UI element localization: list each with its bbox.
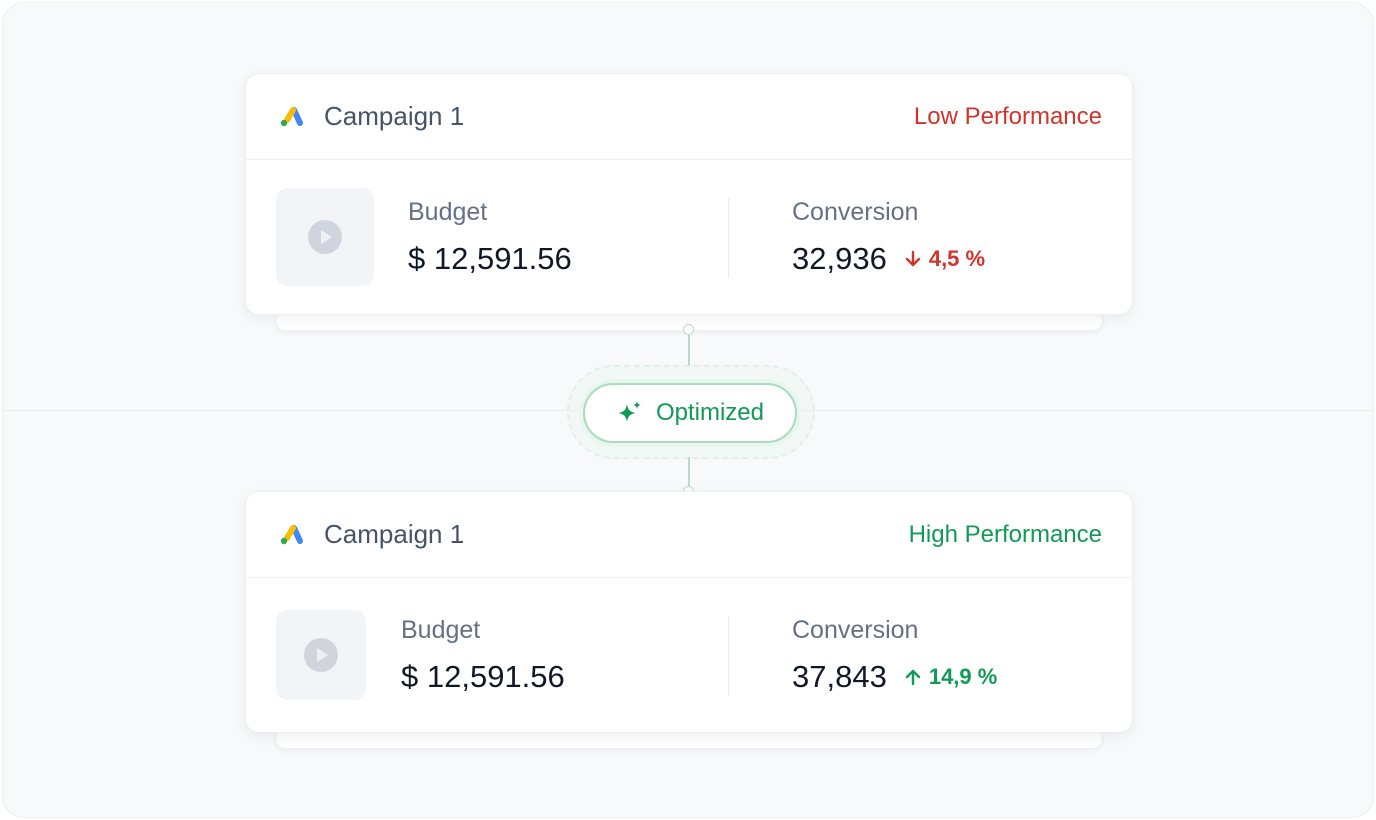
budget-label: Budget — [408, 198, 488, 226]
performance-badge: High Performance — [908, 520, 1102, 548]
card-header: Campaign 1 High Performance — [246, 492, 1132, 578]
connector-line — [688, 331, 690, 367]
conversion-change-value: 4,5 % — [928, 246, 986, 271]
video-thumbnail[interactable] — [276, 610, 366, 700]
campaign-title: Campaign 1 — [324, 519, 465, 549]
card-body: Budget $ 12,591.56 Conversion 37,843 14,… — [246, 578, 1132, 733]
budget-value: $ 12,591.56 — [408, 241, 572, 276]
google-ads-logo-icon — [280, 106, 303, 126]
campaign-title: Campaign 1 — [324, 101, 465, 131]
google-ads-logo-icon — [280, 524, 303, 544]
conversion-label: Conversion — [792, 198, 919, 226]
campaign-card-before[interactable]: Campaign 1 Low Performance Budget $ 12,5… — [245, 73, 1133, 315]
budget-value: $ 12,591.56 — [401, 659, 565, 694]
conversion-metric: Conversion 32,936 4,5 % — [792, 198, 985, 277]
metric-divider — [728, 198, 729, 278]
play-icon — [304, 638, 338, 672]
conversion-change: 14,9 % — [905, 664, 998, 690]
metric-divider — [728, 616, 729, 696]
connector-dot — [683, 324, 694, 335]
video-thumbnail[interactable] — [276, 188, 374, 286]
play-icon — [308, 220, 342, 254]
conversion-metric: Conversion 37,843 14,9 % — [792, 616, 997, 695]
arrow-up-icon — [905, 669, 921, 686]
optimized-badge[interactable]: Optimized — [583, 383, 797, 443]
conversion-label: Conversion — [792, 616, 919, 644]
card-header: Campaign 1 Low Performance — [246, 74, 1132, 160]
conversion-change-value: 14,9 % — [928, 664, 998, 689]
conversion-value: 32,936 — [792, 241, 887, 276]
connector-line — [688, 457, 690, 491]
budget-metric: Budget $ 12,591.56 — [408, 198, 572, 277]
arrow-down-icon — [905, 250, 921, 267]
budget-metric: Budget $ 12,591.56 — [401, 616, 565, 695]
optimized-label: Optimized — [655, 399, 765, 426]
card-body: Budget $ 12,591.56 Conversion 32,936 4,5… — [246, 160, 1132, 315]
conversion-change: 4,5 % — [905, 246, 985, 272]
performance-badge: Low Performance — [913, 102, 1102, 130]
campaign-card-after[interactable]: Campaign 1 High Performance Budget $ 12,… — [245, 491, 1133, 733]
conversion-value: 37,843 — [792, 659, 887, 694]
sparkle-icon — [617, 401, 641, 422]
budget-label: Budget — [401, 616, 481, 644]
